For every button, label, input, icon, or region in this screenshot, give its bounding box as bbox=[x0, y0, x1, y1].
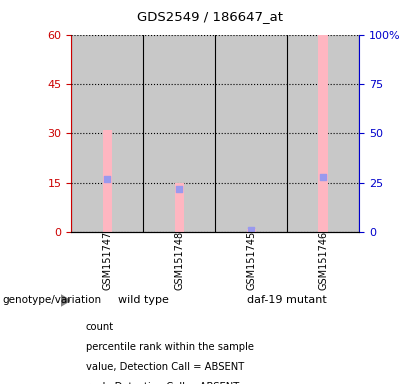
Bar bbox=[247, 229, 256, 232]
Bar bbox=[287, 35, 359, 232]
Text: GSM151745: GSM151745 bbox=[246, 230, 256, 290]
Polygon shape bbox=[61, 295, 70, 306]
Text: percentile rank within the sample: percentile rank within the sample bbox=[86, 342, 254, 352]
Bar bbox=[102, 130, 112, 232]
Bar bbox=[143, 35, 215, 232]
Text: wild type: wild type bbox=[118, 295, 169, 306]
Text: GDS2549 / 186647_at: GDS2549 / 186647_at bbox=[137, 10, 283, 23]
Text: rank, Detection Call = ABSENT: rank, Detection Call = ABSENT bbox=[86, 382, 239, 384]
Text: daf-19 mutant: daf-19 mutant bbox=[247, 295, 327, 306]
Point bbox=[176, 186, 183, 192]
Bar bbox=[175, 183, 184, 232]
Text: GSM151747: GSM151747 bbox=[102, 230, 113, 290]
Text: GSM151746: GSM151746 bbox=[318, 231, 328, 290]
Point bbox=[320, 174, 326, 180]
Text: GSM151748: GSM151748 bbox=[174, 231, 184, 290]
Bar bbox=[215, 35, 287, 232]
Point bbox=[104, 176, 111, 182]
Bar bbox=[71, 35, 143, 232]
Bar bbox=[318, 35, 328, 232]
Text: value, Detection Call = ABSENT: value, Detection Call = ABSENT bbox=[86, 362, 244, 372]
Text: genotype/variation: genotype/variation bbox=[2, 295, 101, 306]
Point bbox=[248, 227, 255, 233]
Text: count: count bbox=[86, 322, 114, 332]
